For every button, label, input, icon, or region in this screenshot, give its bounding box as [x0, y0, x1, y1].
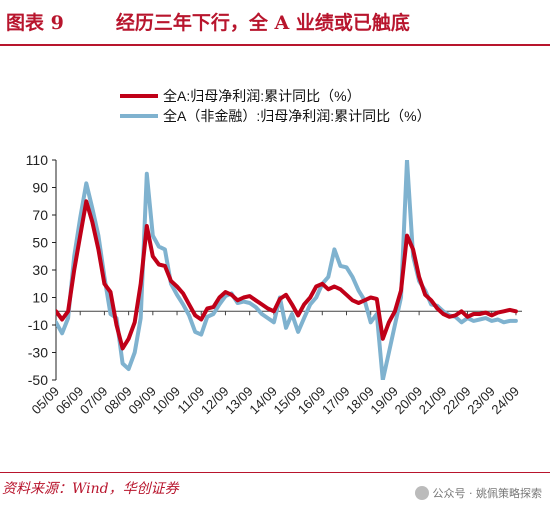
figure-title: 图表 9 经历三年下行，全 A 业绩或已触底: [0, 0, 550, 42]
x-tick-label: 10/09: [150, 384, 184, 418]
y-tick-label: 10: [32, 290, 48, 306]
figure-title-text: 经历三年下行，全 A 业绩或已触底: [115, 11, 410, 34]
series-lines: [56, 160, 518, 380]
wechat-icon: [414, 486, 429, 500]
y-tick-label: 110: [26, 152, 49, 168]
footer-rule: [0, 472, 550, 473]
y-tick-label: -50: [28, 372, 48, 388]
source-note: 资料来源：Wind，华创证券: [2, 481, 179, 497]
series-line-1: [56, 199, 518, 351]
title-rule: [0, 44, 550, 46]
y-tick-label: 50: [32, 235, 48, 251]
y-tick-label: 70: [32, 207, 48, 223]
y-axis: -50 -30 -10 10 30 50 70 90 110: [26, 152, 57, 388]
chart: 全A:归母净利润:累计同比（%） 全A（非金融）:归母净利润:累计同比（%） -5…: [26, 88, 522, 418]
legend: 全A:归母净利润:累计同比（%） 全A（非金融）:归母净利润:累计同比（%）: [120, 88, 431, 124]
legend-label-2: 全A（非金融）:归母净利润:累计同比（%）: [163, 108, 431, 124]
y-tick-label: 30: [32, 262, 48, 278]
y-tick-label: 90: [32, 180, 48, 196]
x-axis: 05/0906/0907/0908/0909/0910/0911/0912/09…: [29, 310, 522, 418]
watermark: 公众号 · 姚佩策略探索: [414, 485, 543, 501]
legend-label-1: 全A:归母净利润:累计同比（%）: [163, 88, 361, 104]
figure-number: 图表 9: [6, 11, 64, 34]
watermark-text: 公众号 · 姚佩策略探索: [432, 487, 543, 500]
x-tick-label: 24/09: [488, 384, 522, 418]
y-tick-label: -10: [28, 317, 48, 333]
y-tick-label: -30: [28, 345, 48, 361]
